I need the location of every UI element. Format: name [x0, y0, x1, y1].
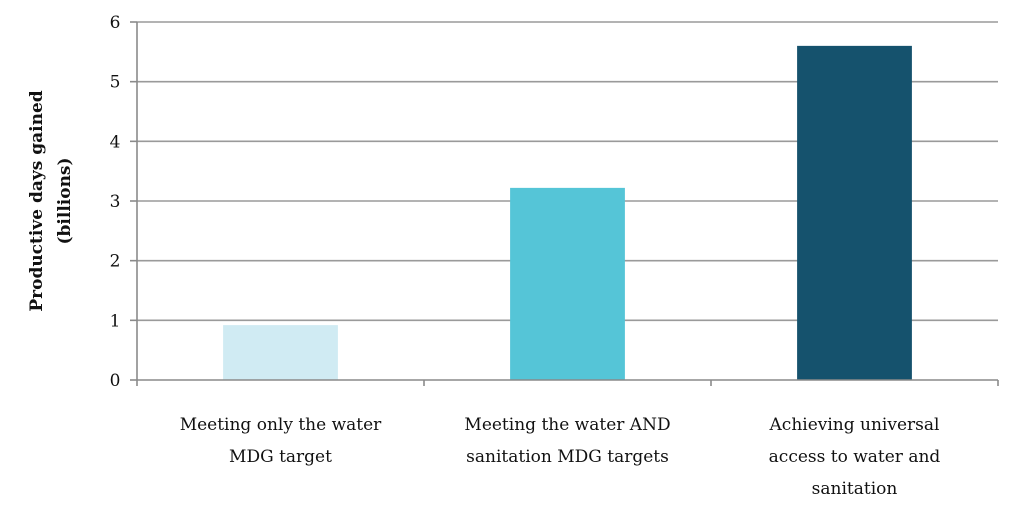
- axes: [130, 21, 999, 386]
- bar: [223, 325, 338, 380]
- y-tick-label: 6: [110, 13, 121, 33]
- y-tick-label: 5: [110, 73, 121, 93]
- y-tick-label: 4: [110, 132, 121, 152]
- y-tick-label: 3: [110, 192, 121, 212]
- x-category-label: Meeting the water AND sanitation MDG targ…: [464, 415, 670, 467]
- bar: [797, 45, 912, 380]
- bars: [223, 45, 912, 380]
- x-category-label: Achieving universal access to water and sa…: [769, 415, 941, 499]
- y-tick-labels: 0 1 2 3 4 5 6: [110, 13, 121, 391]
- x-category-labels: Meeting only the water MDG target Meeting …: [180, 415, 941, 499]
- x-category-label: Meeting only the water MDG target: [180, 415, 382, 467]
- y-axis-label: Productive days gained (billions): [27, 90, 75, 311]
- y-tick-label: 2: [110, 252, 121, 272]
- y-tick-label: 0: [110, 371, 121, 391]
- y-tick-label: 1: [110, 311, 121, 331]
- bar: [510, 187, 625, 380]
